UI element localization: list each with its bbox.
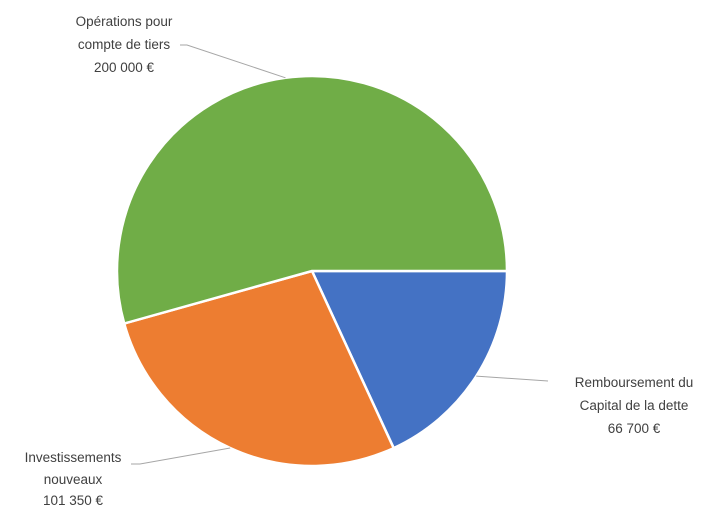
label-line: Investissements	[25, 450, 122, 465]
leader-line-operations	[180, 44, 286, 79]
data-label-operations: Opérations pour compte de tiers 200 000 …	[76, 14, 173, 75]
data-label-investissements: Investissements nouveaux 101 350 €	[25, 450, 122, 508]
label-value: 66 700 €	[608, 421, 661, 436]
pie-slices	[115, 74, 509, 468]
label-line: Opérations pour	[76, 14, 173, 29]
label-line: Capital de la dette	[580, 398, 689, 413]
leader-lines	[131, 44, 549, 465]
pie-slice-remboursement	[310, 269, 509, 450]
data-label-remboursement: Remboursement du Capital de la dette 66 …	[575, 375, 694, 436]
label-value: 101 350 €	[43, 493, 104, 508]
label-line: nouveaux	[44, 472, 103, 487]
label-line: Remboursement du	[575, 375, 694, 390]
leader-line-investissements	[131, 447, 231, 465]
label-line: compte de tiers	[78, 37, 171, 52]
leader-line-remboursement	[476, 375, 549, 382]
label-value: 200 000 €	[94, 60, 155, 75]
pie-slice-investissements	[122, 269, 396, 468]
